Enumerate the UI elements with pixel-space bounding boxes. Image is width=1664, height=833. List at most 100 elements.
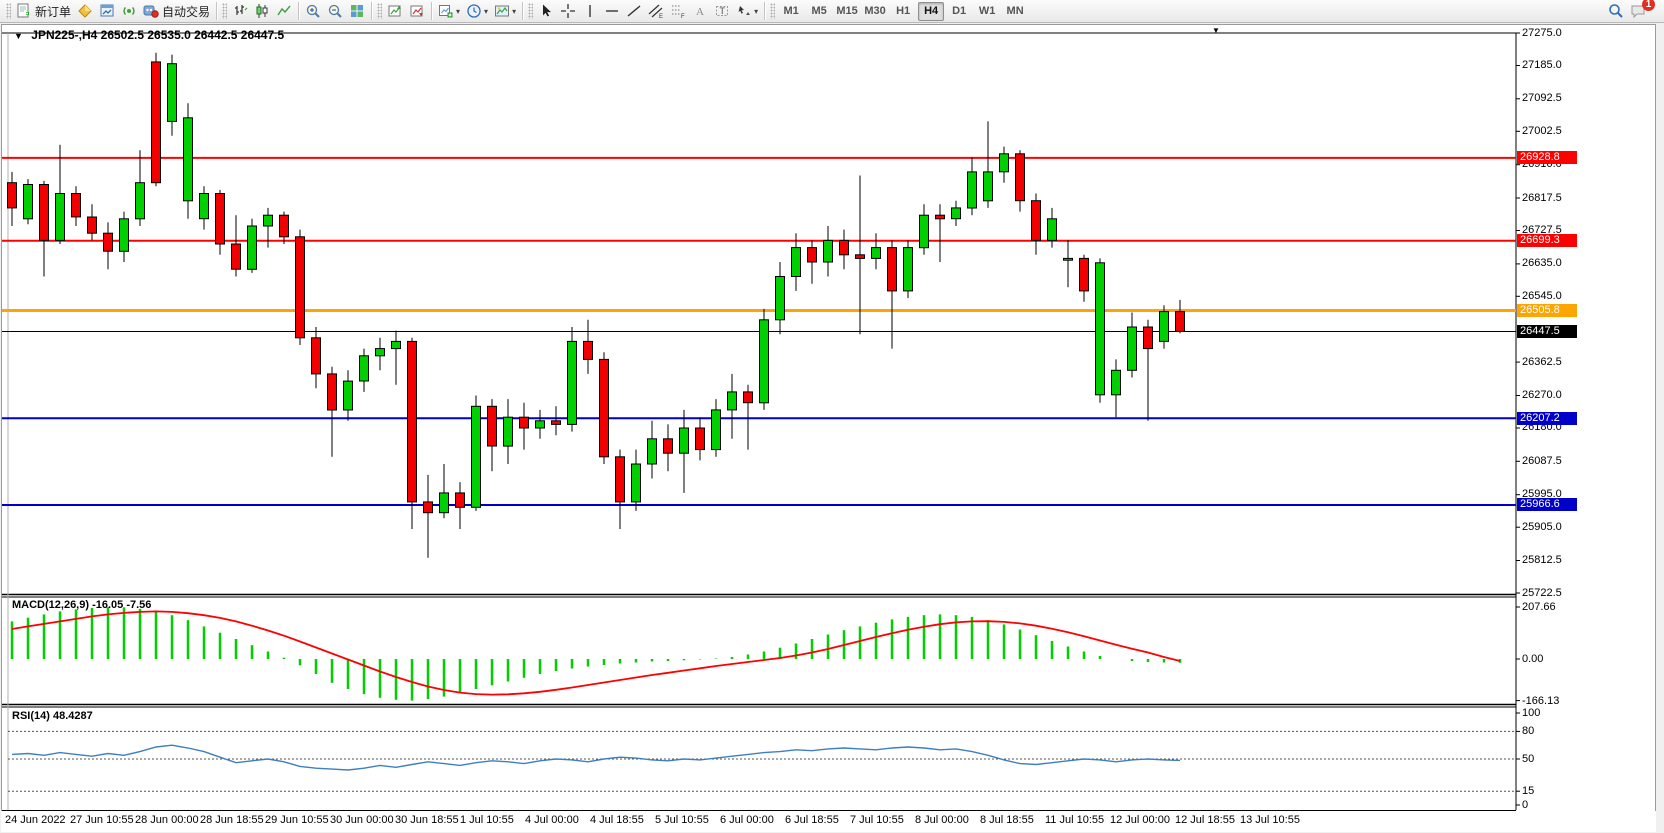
candle xyxy=(343,380,353,411)
time-axis-label[interactable]: 8 Jul 00:00 xyxy=(915,814,969,826)
price-axis-tick[interactable]: 26270.0 xyxy=(1522,389,1562,401)
zoom-out-button[interactable] xyxy=(324,1,346,21)
price-axis-tick[interactable]: 26362.5 xyxy=(1522,356,1562,368)
horizontal-line-button[interactable] xyxy=(601,1,623,21)
trendline-button[interactable] xyxy=(623,1,645,21)
price-level-label[interactable]: 25966.6 xyxy=(1517,498,1577,511)
new-chart-button[interactable]: ▾ xyxy=(435,1,463,21)
time-axis-label[interactable]: 30 Jun 18:55 xyxy=(395,814,459,826)
time-axis-label[interactable]: 4 Jul 00:00 xyxy=(525,814,579,826)
timeframe-button-h1[interactable]: H1 xyxy=(896,5,911,17)
time-axis-label[interactable]: 1 Jul 10:55 xyxy=(460,814,514,826)
rsi-axis-tick[interactable]: 80 xyxy=(1522,725,1535,737)
timeframe-button-m30[interactable]: M30 xyxy=(864,5,886,17)
text-label-button[interactable]: T xyxy=(711,1,733,21)
webinar-button[interactable] xyxy=(118,1,140,21)
arrange-windows-button[interactable] xyxy=(384,1,406,21)
timeframe-button-m1[interactable]: M1 xyxy=(783,5,799,17)
macd-axis-tick[interactable]: 207.66 xyxy=(1522,601,1556,613)
new-order-button[interactable]: 新订单 xyxy=(13,1,74,21)
macd-axis-tick[interactable]: -166.13 xyxy=(1522,695,1560,707)
periods-button[interactable]: ▾ xyxy=(463,1,491,21)
toolbar-grip[interactable] xyxy=(528,3,534,19)
time-axis-label[interactable]: 6 Jul 18:55 xyxy=(785,814,839,826)
price-axis-tick[interactable]: 26727.5 xyxy=(1522,224,1562,236)
zoom-in-button[interactable] xyxy=(302,1,324,21)
timeframe-button-d1[interactable]: D1 xyxy=(952,5,967,17)
timeframe-button-h4[interactable]: H4 xyxy=(918,1,945,21)
time-axis-label[interactable]: 11 Jul 10:55 xyxy=(1045,814,1105,826)
price-axis-tick[interactable]: 25722.5 xyxy=(1522,587,1562,599)
price-axis-tick[interactable]: 27002.5 xyxy=(1522,125,1562,137)
time-axis-label[interactable]: 6 Jul 00:00 xyxy=(720,814,774,826)
time-axis-label[interactable]: 27 Jun 10:55 xyxy=(70,814,134,826)
time-axis-label[interactable]: 4 Jul 18:55 xyxy=(590,814,644,826)
candle xyxy=(391,340,401,350)
auto-trading-button[interactable]: 自动交易 xyxy=(140,1,213,21)
price-axis-tick[interactable]: 25812.5 xyxy=(1522,554,1562,566)
charts-window-button[interactable] xyxy=(96,1,118,21)
timeframe-button-mn[interactable]: MN xyxy=(1006,5,1024,17)
price-axis-tick[interactable]: 26545.0 xyxy=(1522,290,1562,302)
cascade-windows-button[interactable] xyxy=(406,1,428,21)
time-axis-label[interactable]: 29 Jun 10:55 xyxy=(265,814,329,826)
rsi-axis-tick[interactable]: 0 xyxy=(1522,799,1529,811)
toolbar-grip[interactable] xyxy=(6,3,11,19)
price-axis-tick[interactable]: 26087.5 xyxy=(1522,455,1562,467)
time-axis-label[interactable]: 30 Jun 00:00 xyxy=(330,814,394,826)
price-axis-tick[interactable]: 26817.5 xyxy=(1522,192,1562,204)
rsi-axis-tick[interactable]: 100 xyxy=(1522,707,1541,719)
dropdown-arrow-icon: ▾ xyxy=(754,6,759,16)
time-axis-label[interactable]: 7 Jul 10:55 xyxy=(850,814,904,826)
current-price-label[interactable]: 26447.5 xyxy=(1517,325,1577,338)
market-watch-button[interactable] xyxy=(74,1,96,21)
toolbar-grip[interactable] xyxy=(770,3,776,19)
price-axis-tick[interactable]: 27185.0 xyxy=(1522,59,1562,71)
chart-symbol-period: JPN225-,H4 xyxy=(31,28,98,42)
time-axis-label[interactable]: 13 Jul 10:55 xyxy=(1240,814,1300,826)
price-level-label[interactable]: 26207.2 xyxy=(1517,412,1577,425)
time-axis-label[interactable]: 28 Jun 18:55 xyxy=(200,814,264,826)
vertical-line-button[interactable] xyxy=(579,1,601,21)
price-axis-tick[interactable]: 25995.0 xyxy=(1522,488,1562,500)
cursor-button[interactable] xyxy=(535,1,557,21)
price-axis-tick[interactable]: 25905.0 xyxy=(1522,521,1562,533)
rsi-axis-tick[interactable]: 15 xyxy=(1522,785,1535,797)
time-axis-label[interactable]: 24 Jun 2022 xyxy=(5,814,66,826)
price-level-label[interactable]: 26505.8 xyxy=(1517,304,1577,317)
chart-dropdown-icon[interactable]: ▼ xyxy=(14,31,23,41)
chart-shift-marker-icon[interactable]: ▼ xyxy=(1212,26,1220,35)
time-axis-label[interactable]: 8 Jul 18:55 xyxy=(980,814,1034,826)
toolbar-grip[interactable] xyxy=(222,3,228,19)
ohlc-bars-button[interactable] xyxy=(229,1,251,21)
time-axis-label[interactable]: 12 Jul 18:55 xyxy=(1175,814,1235,826)
templates-button[interactable]: ▾ xyxy=(491,1,519,21)
line-chart-button[interactable] xyxy=(273,1,295,21)
time-axis-label[interactable]: 5 Jul 10:55 xyxy=(655,814,709,826)
equidistant-channel-icon: E xyxy=(648,4,663,19)
price-level-label[interactable]: 26699.3 xyxy=(1517,234,1577,247)
fibonacci-button[interactable]: F xyxy=(667,1,689,21)
timeframe-button-m5[interactable]: M5 xyxy=(811,5,827,17)
arrow-objects-button[interactable]: ▾ xyxy=(733,1,761,21)
price-axis-tick[interactable]: 27275.0 xyxy=(1522,27,1562,39)
rsi-axis-tick[interactable]: 50 xyxy=(1522,753,1535,765)
chart-canvas[interactable] xyxy=(0,24,1664,833)
time-axis-label[interactable]: 28 Jun 00:00 xyxy=(135,814,199,826)
time-axis[interactable] xyxy=(1,811,1656,832)
time-axis-label[interactable]: 12 Jul 00:00 xyxy=(1110,814,1170,826)
tile-windows-button[interactable] xyxy=(346,1,368,21)
candlestick-chart-button[interactable] xyxy=(251,1,273,21)
timeframe-button-w1[interactable]: W1 xyxy=(978,5,996,17)
timeframe-button-m15[interactable]: M15 xyxy=(836,5,858,17)
chat-button[interactable]: 1 xyxy=(1627,0,1655,21)
macd-axis-tick[interactable]: 0.00 xyxy=(1522,653,1544,665)
text-button[interactable]: A xyxy=(689,1,711,21)
equidistant-channel-button[interactable]: E xyxy=(645,1,667,21)
price-axis-tick[interactable]: 26635.0 xyxy=(1522,257,1562,269)
toolbar-grip[interactable] xyxy=(377,3,383,19)
search-button[interactable] xyxy=(1605,1,1627,21)
price-axis-tick[interactable]: 27092.5 xyxy=(1522,92,1562,104)
price-level-label[interactable]: 26928.8 xyxy=(1517,151,1577,164)
crosshair-button[interactable] xyxy=(557,1,579,21)
